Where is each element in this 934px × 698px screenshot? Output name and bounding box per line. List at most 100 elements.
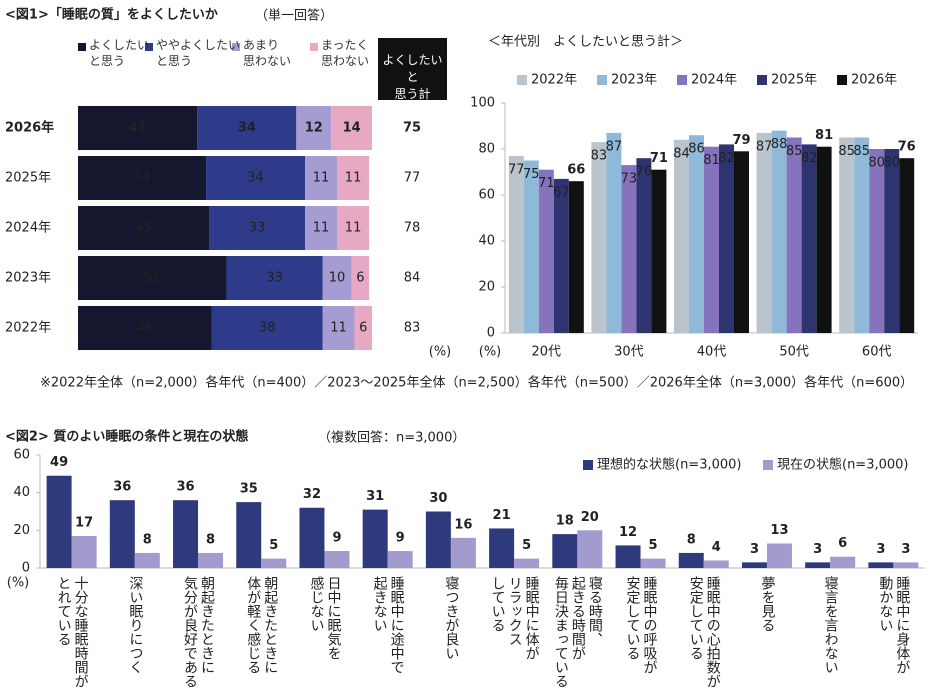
legend-swatch [757, 75, 767, 85]
bar-label: 34 [247, 171, 264, 186]
bar [523, 160, 539, 333]
bar-label: 38 [259, 321, 276, 336]
y-tick-label: 80 [478, 142, 495, 157]
bar [508, 155, 524, 333]
bar [704, 146, 719, 333]
legend-label: まったく 思わない [321, 38, 370, 68]
bar-label: 16 [454, 517, 472, 532]
bar-label: 36 [176, 480, 194, 495]
bar-label: 21 [493, 508, 511, 523]
bar [756, 132, 772, 333]
bar [801, 144, 817, 333]
x-tick-label: 深い眠りにつく [127, 576, 144, 674]
legend-swatch [597, 75, 607, 85]
bar-label: 82 [801, 151, 818, 166]
bar-label: 12 [619, 525, 637, 540]
bar-label: 75 [523, 167, 540, 182]
legend-swatch [837, 75, 847, 85]
y-tick-label: 40 [13, 485, 30, 500]
bar-label: 35 [240, 482, 258, 497]
bar [678, 552, 704, 568]
bar-label: 85 [786, 144, 803, 159]
bar-label: 11 [313, 221, 330, 236]
bar-label: 36 [113, 480, 131, 495]
row-label: 2022年 [5, 321, 51, 336]
legend-label: 2024年 [691, 73, 737, 88]
bar [615, 545, 641, 568]
legend-swatch [232, 43, 240, 51]
footnote: ※2022年全体（n=2,000）各年代（n=400）／2023～2025年全体… [40, 375, 913, 391]
bar [538, 169, 554, 333]
x-tick-label: 睡眠中に途中で 起きない [371, 576, 405, 674]
bar-label: 8 [687, 532, 696, 547]
bar-label: 87 [606, 139, 623, 154]
bar [640, 558, 666, 568]
bar-label: 32 [303, 487, 321, 502]
bar-segment [211, 306, 323, 350]
bar-label: 80 [883, 156, 900, 171]
legend-label: あまり 思わない [243, 38, 292, 68]
legend-label: 2022年 [531, 73, 577, 88]
bar-label: 80 [868, 156, 885, 171]
fig1-subtitle: （単一回答） [255, 8, 333, 24]
bar-label: 82 [718, 151, 735, 166]
x-tick-label: 睡眠中の呼吸が 安定している [624, 576, 658, 674]
bar-label: 6 [838, 536, 847, 551]
bar [854, 137, 870, 333]
fig2-title: <図2> 質のよい睡眠の条件と現在の状態 [5, 429, 248, 445]
x-tick-label: 睡眠中に体が リラックス している [489, 576, 540, 660]
bar-label: 81 [703, 153, 720, 168]
bar-label: 8 [143, 532, 152, 547]
x-tick-label: 朝起きたときに 気分が良好である [182, 576, 216, 688]
bar [771, 130, 787, 333]
bar-segment [305, 156, 338, 200]
bar [324, 551, 350, 568]
bar [869, 149, 885, 333]
fig1-title: <図1>「睡眠の質」をよくしたいか [5, 7, 218, 23]
bar-label: 11 [345, 221, 362, 236]
fig2-subtitle: （複数回答：n=3,000） [318, 430, 465, 446]
bar-segment [78, 156, 207, 200]
legend-swatch [583, 460, 593, 470]
bar-segment [78, 306, 212, 350]
legend-label: 現在の状態(n=3,000) [777, 457, 909, 473]
bar [636, 158, 652, 333]
bar-segment [351, 256, 370, 300]
bar-label: 4 [712, 540, 721, 555]
bar-label: 17 [75, 515, 93, 530]
bar-segment [208, 206, 306, 250]
bar [552, 534, 578, 568]
bar-label: 11 [313, 171, 330, 186]
legend-label: よくしたい と思う [89, 38, 150, 68]
row-label: 2023年 [5, 271, 51, 286]
bar-segment [331, 106, 372, 150]
x-tick-label: 20代 [532, 345, 562, 360]
bar-label: 71 [538, 176, 555, 191]
bar [514, 558, 540, 568]
x-tick-label: 50代 [779, 345, 809, 360]
bar-label: 33 [249, 221, 266, 236]
bar-label: 9 [396, 531, 405, 546]
bar [689, 135, 704, 333]
x-tick-label: 60代 [862, 345, 892, 360]
bar [893, 562, 919, 568]
bar-label: 49 [50, 455, 68, 470]
bar-segment [197, 106, 297, 150]
row-label: 2024年 [5, 221, 51, 236]
bar-segment [305, 206, 338, 250]
bar [719, 144, 734, 333]
bar-label: 81 [815, 128, 833, 143]
bar-segment [78, 106, 198, 150]
legend-label: ややよくしたい と思う [156, 38, 241, 68]
bar [71, 535, 97, 568]
bar-label: 84 [673, 146, 690, 161]
bar-label: 33 [266, 271, 283, 286]
bar-segment [78, 256, 227, 300]
bar-label: 5 [522, 538, 531, 553]
bar-label: 3 [901, 542, 910, 557]
bar [606, 132, 622, 333]
legend-label: 2026年 [851, 73, 897, 88]
legend-swatch [310, 43, 318, 51]
legend-label: 理想的な状態(n=3,000) [597, 457, 742, 473]
